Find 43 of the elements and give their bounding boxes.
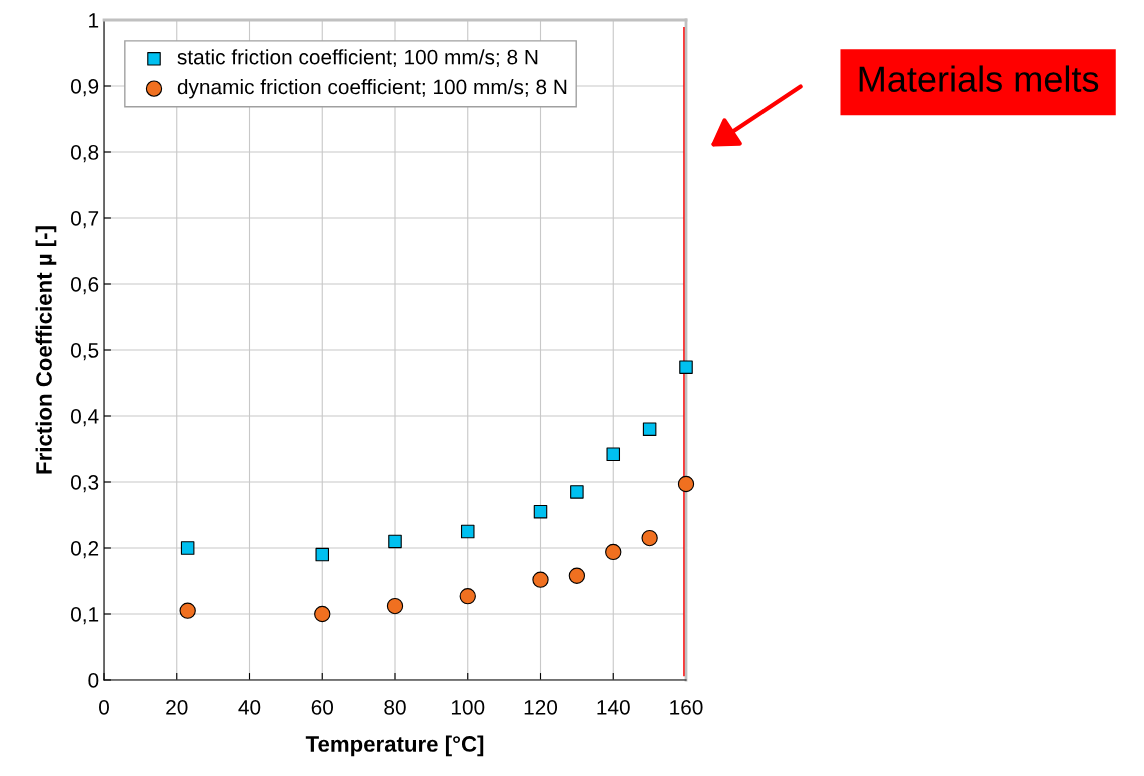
x-tick-label: 100 xyxy=(451,699,485,715)
point xyxy=(677,475,695,493)
x-tick-label: 0 xyxy=(99,699,109,715)
point xyxy=(315,547,330,562)
point xyxy=(605,543,622,561)
x-axis-title: Temperature [°C] xyxy=(305,735,484,757)
y-tick-label: 0,3 xyxy=(70,475,99,493)
y-tick-label: 1 xyxy=(89,13,99,28)
point xyxy=(180,541,195,555)
x-tick-label: 60 xyxy=(311,699,334,715)
y-tick-label: 0,2 xyxy=(70,541,99,559)
point xyxy=(533,504,548,519)
x-tick-label: 140 xyxy=(597,699,630,715)
x-tick-label: 20 xyxy=(166,699,188,715)
point xyxy=(570,485,584,499)
point xyxy=(641,529,658,547)
point xyxy=(532,571,549,588)
x-tick-label: 160 xyxy=(670,699,703,715)
y-tick-label: 0,9 xyxy=(70,79,99,97)
point xyxy=(388,534,402,549)
y-tick-label: 0,4 xyxy=(70,409,99,427)
point xyxy=(642,422,657,436)
y-axis-title: Friction Coefficient µ [-] xyxy=(35,226,57,474)
x-tick-label: 80 xyxy=(384,699,406,715)
point xyxy=(314,605,331,623)
y-tick-label: 0,6 xyxy=(70,277,99,295)
y-tick-label: 0,7 xyxy=(70,211,99,229)
y-tick-label: 0,5 xyxy=(70,343,99,361)
point xyxy=(568,567,586,584)
point xyxy=(459,588,476,605)
y-tick-label: 0,1 xyxy=(70,607,99,625)
point xyxy=(679,360,693,374)
legend-label: dynamic friction coefficient; 100 mm/s; 8 N xyxy=(177,79,567,99)
point xyxy=(386,597,404,615)
text: Materials melts xyxy=(859,65,1099,92)
point xyxy=(460,524,475,539)
legend-label: static friction coefficient; 100 mm/s; 8 N xyxy=(177,49,538,67)
point xyxy=(179,602,196,619)
y-tick-label: 0,8 xyxy=(70,145,99,163)
x-tick-label: 40 xyxy=(238,699,261,715)
y-tick-label: 0 xyxy=(88,673,99,688)
point xyxy=(606,447,621,462)
x-tick-label: 120 xyxy=(524,699,558,715)
